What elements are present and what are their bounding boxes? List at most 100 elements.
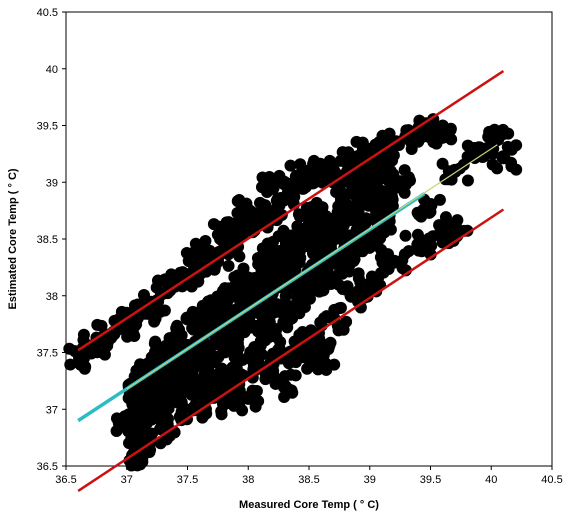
data-point	[445, 133, 458, 146]
data-point	[223, 228, 236, 241]
data-point	[222, 259, 235, 272]
data-point	[64, 358, 77, 371]
data-point	[363, 198, 376, 211]
data-point	[128, 422, 141, 435]
data-point	[261, 185, 274, 198]
data-point	[110, 425, 123, 438]
x-tick-label: 38.5	[298, 474, 319, 486]
data-point	[294, 158, 307, 171]
data-point	[291, 291, 304, 304]
data-point	[172, 326, 185, 339]
data-point	[251, 252, 264, 265]
y-tick-label: 40	[46, 64, 58, 76]
data-point	[237, 224, 250, 237]
x-tick-label: 40.5	[541, 474, 562, 486]
data-point	[289, 369, 302, 382]
data-point	[371, 209, 384, 222]
data-point	[264, 242, 277, 255]
data-point	[128, 330, 141, 343]
data-point	[202, 295, 215, 308]
data-point	[149, 335, 162, 348]
data-point	[282, 357, 295, 370]
data-point	[487, 142, 500, 155]
data-point	[254, 271, 267, 284]
data-point	[185, 348, 198, 361]
x-axis-title: Measured Core Temp ( ° C)	[239, 499, 379, 511]
data-point	[320, 310, 333, 323]
x-tick-label: 37	[121, 474, 133, 486]
data-point	[220, 288, 233, 301]
data-point	[470, 142, 483, 155]
data-point	[341, 280, 354, 293]
data-point	[354, 276, 367, 289]
data-point	[403, 174, 416, 187]
data-point	[221, 328, 234, 341]
data-point	[131, 453, 144, 466]
data-point	[323, 154, 336, 167]
data-point	[323, 269, 336, 282]
data-point	[187, 323, 200, 336]
y-tick-label: 36.5	[37, 461, 58, 473]
data-point	[186, 367, 199, 380]
data-point	[233, 300, 246, 313]
data-point	[189, 398, 202, 411]
data-points	[63, 113, 523, 472]
x-tick-label: 39	[364, 474, 376, 486]
data-point	[218, 346, 231, 359]
data-point	[486, 158, 499, 171]
data-point	[130, 367, 143, 380]
data-point	[298, 283, 311, 296]
x-tick-label: 40	[485, 474, 497, 486]
data-point	[308, 336, 321, 349]
data-point	[343, 214, 356, 227]
data-point	[230, 396, 243, 409]
data-point	[253, 196, 266, 209]
y-tick-label: 37.5	[37, 348, 58, 360]
data-point	[426, 128, 439, 141]
data-point	[361, 290, 374, 303]
data-point	[334, 301, 347, 314]
data-point	[386, 190, 399, 203]
data-point	[442, 165, 455, 178]
data-point	[461, 150, 474, 163]
data-point	[258, 322, 271, 335]
data-point	[177, 375, 190, 388]
data-point	[308, 245, 321, 258]
data-point	[95, 319, 108, 332]
data-point	[304, 349, 317, 362]
data-point	[127, 318, 140, 331]
data-point	[363, 184, 376, 197]
data-point	[115, 305, 128, 318]
data-point	[412, 208, 425, 221]
data-point	[137, 289, 150, 302]
data-point	[433, 193, 446, 206]
data-point	[220, 216, 233, 229]
data-point	[205, 378, 218, 391]
data-point	[209, 313, 222, 326]
data-point	[317, 349, 330, 362]
data-point	[444, 124, 457, 137]
data-point	[304, 324, 317, 337]
data-point	[505, 143, 518, 156]
data-point	[269, 377, 282, 390]
data-point	[250, 384, 263, 397]
data-point	[386, 170, 399, 183]
data-point	[156, 404, 169, 417]
data-point	[233, 193, 246, 206]
data-point	[231, 269, 244, 282]
data-point	[173, 390, 186, 403]
data-point	[369, 138, 382, 151]
lower-limit-line	[77, 208, 505, 493]
data-point	[281, 180, 294, 193]
data-point	[380, 202, 393, 215]
data-point	[461, 174, 474, 187]
data-point	[461, 224, 474, 237]
data-point	[334, 154, 347, 167]
data-point	[415, 245, 428, 258]
data-point	[146, 386, 159, 399]
data-point	[396, 254, 409, 267]
fit-line	[126, 144, 498, 390]
data-point	[399, 229, 412, 242]
data-point	[382, 263, 395, 276]
data-point	[354, 176, 367, 189]
